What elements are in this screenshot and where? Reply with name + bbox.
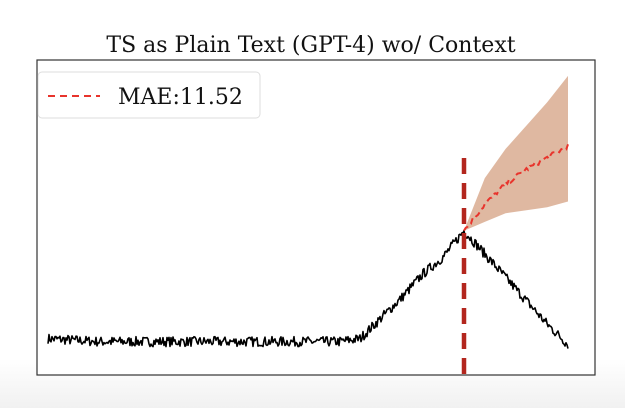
legend-label-forecast: MAE:11.52 — [118, 85, 243, 110]
uncertainty-band-layer — [464, 75, 568, 231]
chart-title: TS as Plain Text (GPT-4) wo/ Context — [106, 33, 515, 58]
forecast-series-line — [463, 143, 569, 232]
forecast-series-layer — [463, 143, 569, 232]
observed-series-layer — [47, 229, 569, 349]
legend-frame — [37, 71, 261, 119]
observed-series-line — [47, 229, 569, 349]
legend: MAE:11.52 — [37, 71, 261, 119]
forecast-uncertainty-band — [464, 75, 568, 231]
